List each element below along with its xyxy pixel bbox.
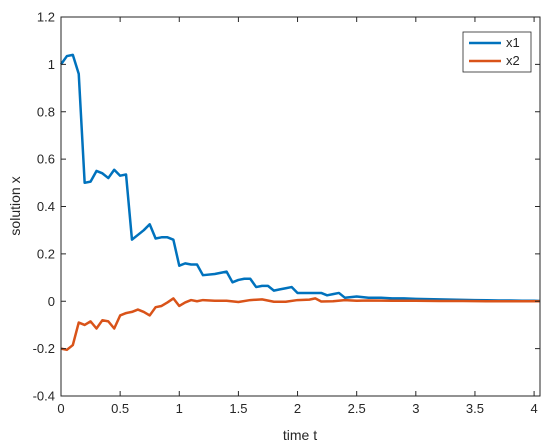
x-tick-label: 3 [412, 401, 419, 416]
x-tick-label: 1 [176, 401, 183, 416]
legend-label-x1: x1 [506, 35, 520, 50]
y-tick-label: 0.4 [37, 199, 55, 214]
series-layer [59, 53, 541, 352]
x-tick-label: 0.5 [111, 401, 129, 416]
y-axis-label: solution x [7, 176, 23, 235]
x-tick-label: 1.5 [229, 401, 247, 416]
legend-label-x2: x2 [506, 53, 520, 68]
ticks-layer [60, 16, 540, 397]
y-tick-label: 0.6 [37, 152, 55, 167]
x-tick-label: 4 [530, 401, 537, 416]
x-tick-label: 0 [57, 401, 64, 416]
plot-background [61, 17, 540, 396]
x-axis-label: time t [283, 427, 317, 443]
legend: x1 x2 [462, 31, 532, 73]
y-tick-label: 1.2 [37, 10, 55, 25]
series-line-x1 [59, 53, 541, 303]
y-tick-label: 1 [48, 57, 55, 72]
y-tick-label: -0.2 [33, 341, 55, 356]
x-tick-label: 3.5 [466, 401, 484, 416]
y-tick-label: -0.4 [33, 389, 55, 404]
tick-labels-layer: 0 0.5 1 1.5 2 2.5 3 3.5 4 -0.4 -0.2 0 0.2 0.4 0.6 0.8 1 1… [33, 10, 538, 417]
y-tick-label: 0 [48, 294, 55, 309]
series-line-x2 [60, 297, 540, 352]
x-tick-label: 2 [294, 401, 301, 416]
y-tick-label: 0.8 [37, 104, 55, 119]
y-tick-label: 0.2 [37, 246, 55, 261]
x-tick-label: 2.5 [348, 401, 366, 416]
legend-box [462, 31, 532, 73]
